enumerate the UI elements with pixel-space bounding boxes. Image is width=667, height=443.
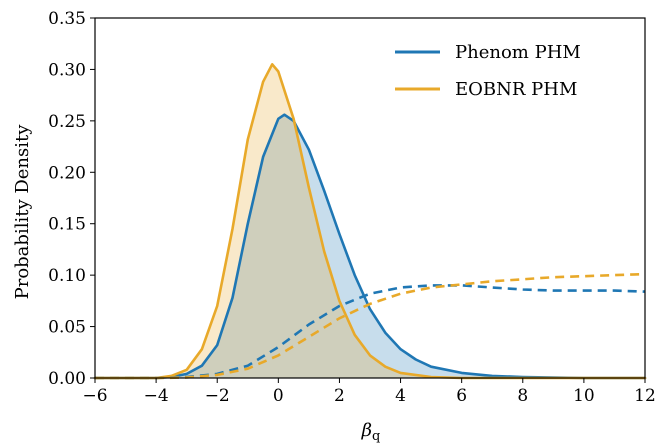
legend-label-phenom: Phenom PHM [455,42,581,63]
y-tick-label: 0.35 [48,9,86,29]
prior-line-3 [95,272,646,380]
x-tick-label: 12 [634,386,656,406]
x-axis-label-sub: q [372,429,380,443]
x-tick-label: −2 [205,386,230,406]
y-tick-label: 0.05 [48,318,86,338]
posterior-line-1 [93,63,647,380]
y-tick-label: 0.15 [48,215,86,235]
x-tick-label: −4 [144,386,169,406]
y-axis-title: Probability Density [12,124,33,300]
x-tick-label: 6 [456,386,467,406]
x-axis-label: βq [361,420,381,443]
y-axis: 0.00 0.05 0.10 0.15 0.20 0.25 0.30 0.35 [48,9,95,389]
x-tick-label: 4 [395,386,406,406]
x-tick-label: 10 [573,386,595,406]
legend-label-eobnr: EOBNR PHM [455,79,577,100]
posterior-line-0 [93,113,647,380]
legend: Phenom PHM EOBNR PHM [395,42,581,100]
x-tick-label: 8 [517,386,528,406]
x-axis-label-base: β [361,420,372,441]
y-axis-label: Probability Density [12,124,33,300]
y-tick-label: 0.25 [48,112,86,132]
plot-area [93,63,647,380]
y-tick-label: 0.30 [48,60,86,80]
y-tick-label: 0.10 [48,266,86,286]
prior-line-2 [95,284,646,380]
y-tick-label: 0.20 [48,163,86,183]
y-tick-label: 0.00 [48,369,86,389]
x-tick-label: 0 [273,386,284,406]
x-tick-label: −6 [82,386,107,406]
x-axis: −6 −4 −2 0 2 4 6 8 10 12 [82,378,656,406]
area-fill-0 [95,114,645,378]
plot-frame [94,17,646,379]
x-tick-label: 2 [334,386,345,406]
